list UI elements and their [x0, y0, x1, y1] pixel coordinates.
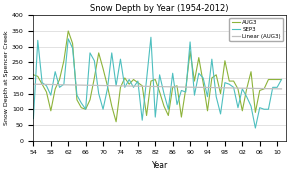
- SEP3: [219, 113, 222, 115]
- AUG3: [66, 30, 70, 32]
- Linear (AUG3): [32, 83, 35, 85]
- AUG3: [93, 77, 96, 79]
- AUG3: [271, 78, 275, 81]
- Line: SEP3: SEP3: [33, 37, 282, 128]
- SEP3: [93, 60, 96, 62]
- SEP3: [88, 52, 92, 54]
- AUG3: [114, 121, 118, 123]
- Linear (AUG3): [197, 86, 200, 88]
- SEP3: [245, 96, 249, 98]
- Line: AUG3: AUG3: [33, 31, 282, 122]
- X-axis label: Year: Year: [151, 161, 168, 170]
- SEP3: [149, 36, 153, 38]
- Linear (AUG3): [215, 87, 218, 89]
- Line: Linear (AUG3): Linear (AUG3): [33, 84, 282, 89]
- AUG3: [280, 78, 283, 81]
- Title: Snow Depth by Year (1954-2012): Snow Depth by Year (1954-2012): [90, 4, 229, 13]
- SEP3: [32, 118, 35, 120]
- Y-axis label: Snow Depth at Spencer Creek: Snow Depth at Spencer Creek: [4, 31, 9, 125]
- Linear (AUG3): [271, 88, 275, 90]
- SEP3: [271, 86, 275, 88]
- AUG3: [97, 52, 100, 54]
- Linear (AUG3): [241, 87, 244, 89]
- AUG3: [223, 60, 227, 62]
- AUG3: [32, 74, 35, 76]
- Linear (AUG3): [88, 84, 92, 86]
- SEP3: [254, 127, 257, 129]
- Legend: AUG3, SEP3, Linear (AUG3): AUG3, SEP3, Linear (AUG3): [229, 18, 283, 41]
- AUG3: [249, 71, 253, 73]
- Linear (AUG3): [280, 88, 283, 90]
- AUG3: [206, 110, 209, 112]
- SEP3: [202, 77, 205, 79]
- Linear (AUG3): [93, 84, 96, 86]
- SEP3: [280, 78, 283, 81]
